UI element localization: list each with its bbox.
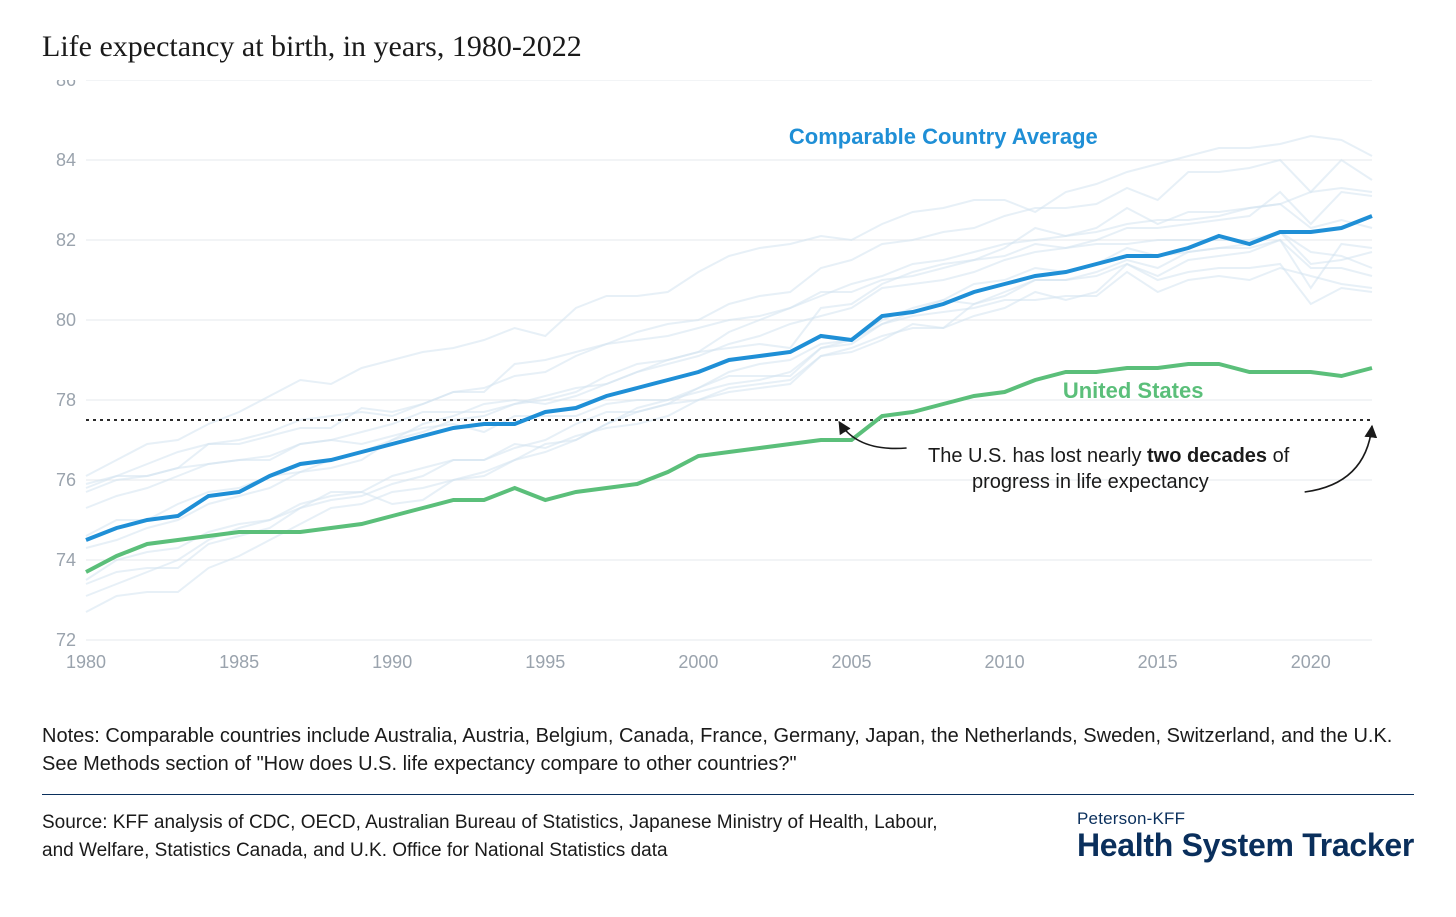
bg-country-line [86, 192, 1372, 488]
x-tick-label: 2020 [1291, 652, 1331, 672]
chart-notes: Notes: Comparable countries include Aust… [42, 722, 1414, 778]
brand-big: Health System Tracker [1077, 827, 1414, 864]
footer-divider [42, 794, 1414, 795]
bg-country-line [86, 268, 1372, 596]
brand-small: Peterson-KFF [1077, 809, 1414, 829]
bg-country-line [86, 160, 1372, 492]
x-tick-label: 1980 [66, 652, 106, 672]
bg-country-line [86, 240, 1372, 612]
series-label: United States [1063, 378, 1204, 403]
x-tick-label: 1985 [219, 652, 259, 672]
brand-block: Peterson-KFF Health System Tracker [1077, 809, 1414, 864]
series-label: Comparable Country Average [789, 124, 1098, 149]
x-tick-label: 1995 [525, 652, 565, 672]
x-tick-label: 2000 [678, 652, 718, 672]
plot-area: 72 74 76 78 80 82 84 86 1980 1985 1990 1995 2000 2005… [42, 80, 1414, 700]
annotation-arrow [1305, 426, 1372, 492]
y-tick-label: 76 [56, 470, 76, 490]
x-tick-label: 2010 [985, 652, 1025, 672]
y-tick-label: 80 [56, 310, 76, 330]
x-tick-label: 2015 [1138, 652, 1178, 672]
plot-svg: 72 74 76 78 80 82 84 86 1980 1985 1990 1995 2000 2005… [42, 80, 1414, 700]
y-tick-label: 86 [56, 80, 76, 90]
annotation-text: The U.S. has lost nearly two decades of [928, 445, 1290, 467]
chart-footer: Source: KFF analysis of CDC, OECD, Austr… [42, 809, 1414, 864]
annotation-arrow [839, 422, 906, 448]
x-tick-label: 2005 [831, 652, 871, 672]
x-tick-label: 1990 [372, 652, 412, 672]
chart-container: Life expectancy at birth, in years, 1980… [0, 0, 1456, 917]
y-tick-label: 74 [56, 550, 76, 570]
chart-source: Source: KFF analysis of CDC, OECD, Austr… [42, 809, 942, 864]
y-tick-label: 72 [56, 630, 76, 650]
bg-country-line [86, 136, 1372, 476]
y-tick-label: 84 [56, 150, 76, 170]
y-tick-label: 78 [56, 390, 76, 410]
chart-title: Life expectancy at birth, in years, 1980… [42, 30, 1414, 64]
annotation-text-line2: progress in life expectancy [972, 471, 1209, 493]
y-tick-label: 82 [56, 230, 76, 250]
